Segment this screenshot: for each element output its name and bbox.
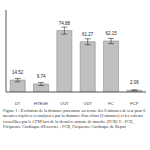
svg-text:OUTOMBEL: OUTOMBEL bbox=[57, 101, 72, 106]
svg-text:74.88: 74.88 bbox=[59, 21, 71, 26]
svg-text:OUTOMBEL: OUTOMBEL bbox=[81, 101, 96, 106]
svg-text:61.27: 61.27 bbox=[82, 32, 94, 37]
svg-text:FCAPHRUS: FCAPHRUS bbox=[103, 101, 120, 106]
svg-text:14.52: 14.52 bbox=[12, 70, 24, 75]
html-text:Figure 1 : Évolution de la dis: Figure 1 : Évolution de la distance parc… bbox=[3, 108, 146, 130]
svg-text:HTEGEOMBEL: HTEGEOMBEL bbox=[34, 101, 49, 106]
svg-text:FCPOMBEL: FCPOMBEL bbox=[127, 101, 142, 106]
svg-text:9.74: 9.74 bbox=[37, 74, 46, 79]
svg-text:2.06: 2.06 bbox=[130, 80, 139, 85]
svg-text:DT: DT bbox=[15, 101, 21, 106]
svg-text:62.15: 62.15 bbox=[105, 31, 117, 36]
